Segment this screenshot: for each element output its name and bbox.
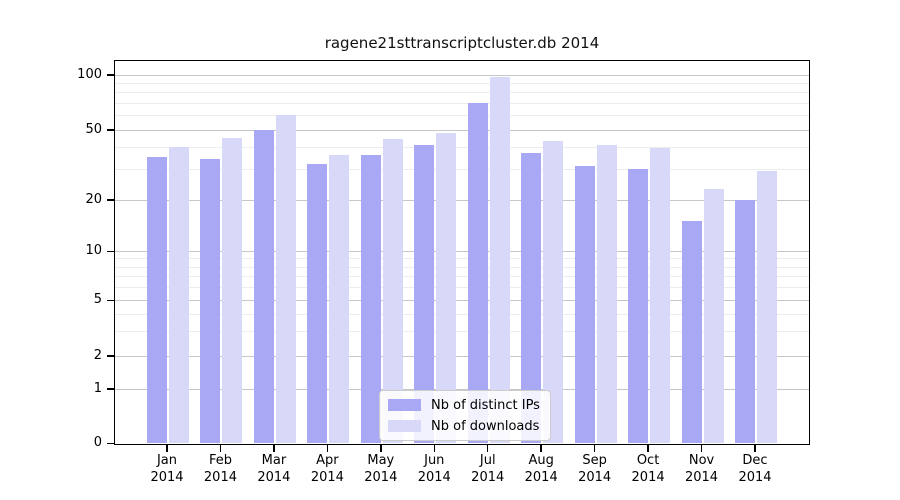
plot-area: Nb of distinct IPs Nb of downloads (114, 60, 810, 445)
minor-gridline (115, 276, 809, 278)
major-gridline (115, 251, 809, 252)
chart-title: ragene21sttranscriptcluster.db 2014 (324, 34, 600, 52)
bar-distinct-ips-oct (628, 168, 649, 443)
minor-gridline (115, 313, 809, 315)
legend-row: Nb of downloads (388, 417, 540, 435)
minor-gridline (115, 115, 809, 117)
major-gridline (115, 388, 809, 390)
bar-downloads-mar (275, 115, 296, 443)
bar-distinct-ips-may (360, 154, 381, 443)
major-gridline (115, 74, 809, 76)
y-axis-tick (107, 299, 114, 301)
minor-gridline (115, 102, 809, 104)
y-axis-label: 50 (85, 121, 102, 137)
minor-gridline (115, 82, 809, 84)
bar-downloads-oct (650, 148, 671, 443)
x-axis-label-apr: Apr 2014 (310, 453, 344, 485)
bar-downloads-jun (436, 132, 457, 443)
minor-gridline (115, 168, 809, 170)
bar-distinct-ips-feb (200, 158, 221, 443)
bar-distinct-ips-sep (574, 166, 595, 443)
y-axis-label: 5 (93, 292, 102, 307)
bar-distinct-ips-jan (147, 156, 167, 443)
bar-downloads-jul (489, 76, 510, 443)
bar-downloads-dec (756, 171, 777, 443)
x-axis-label-sep: Sep 2014 (578, 453, 612, 485)
y-axis-tick (107, 129, 114, 131)
y-axis-label: 20 (85, 191, 102, 207)
x-axis-tick (219, 445, 222, 452)
x-axis-tick (700, 445, 703, 452)
minor-gridline (115, 287, 809, 289)
minor-gridline (115, 258, 809, 260)
legend-label: Nb of downloads (431, 418, 540, 434)
minor-gridline (115, 266, 809, 268)
bar-downloads-jan (169, 146, 189, 443)
bar-distinct-ips-nov (681, 220, 702, 443)
x-axis-label-aug: Aug 2014 (524, 453, 558, 485)
minor-gridline (115, 92, 809, 94)
y-axis-tick (107, 442, 114, 444)
y-axis-label: 100 (77, 66, 102, 82)
distinct-ips-swatch (388, 399, 421, 411)
y-axis-label: 0 (93, 435, 102, 450)
bar-downloads-sep (596, 144, 617, 443)
major-gridline (115, 355, 809, 357)
minor-gridline (115, 146, 809, 148)
legend: Nb of distinct IPs Nb of downloads (379, 390, 551, 441)
x-axis-tick (540, 445, 542, 452)
bar-distinct-ips-aug (521, 152, 542, 443)
x-axis-tick (326, 445, 329, 452)
y-axis-tick (107, 355, 114, 357)
legend-label: Nb of distinct IPs (431, 397, 540, 413)
y-axis-tick (107, 388, 114, 390)
major-gridline (115, 129, 809, 131)
x-axis-label-oct: Oct 2014 (631, 453, 665, 485)
y-axis-label: 10 (85, 243, 102, 258)
x-axis-tick (486, 445, 489, 452)
bar-distinct-ips-dec (734, 199, 755, 443)
bar-distinct-ips-mar (253, 129, 274, 443)
x-axis-tick (647, 445, 649, 452)
y-axis-tick (107, 250, 114, 252)
x-axis-label-feb: Feb 2014 (203, 453, 237, 485)
bar-downloads-apr (329, 154, 350, 443)
major-gridline (115, 199, 809, 201)
x-axis-tick (754, 445, 756, 452)
x-axis-label-jul: Jul 2014 (471, 453, 505, 485)
minor-gridline (115, 330, 809, 332)
bar-distinct-ips-apr (307, 163, 328, 443)
bar-downloads-may (382, 139, 403, 443)
y-axis-label: 1 (93, 380, 102, 396)
x-axis-label-jan: Jan 2014 (150, 453, 184, 485)
x-axis-tick (380, 445, 382, 452)
major-gridline (115, 300, 809, 301)
y-axis-tick (107, 199, 114, 201)
y-axis-label: 2 (93, 347, 102, 363)
downloads-swatch (388, 420, 421, 432)
x-axis-label-may: May 2014 (364, 453, 398, 485)
x-axis-label-jun: Jun 2014 (417, 453, 451, 485)
x-axis-label-nov: Nov 2014 (684, 453, 719, 485)
x-axis-label-mar: Mar 2014 (257, 453, 291, 485)
y-axis-tick (107, 74, 114, 76)
bar-distinct-ips-jul (467, 102, 488, 443)
legend-row: Nb of distinct IPs (388, 396, 540, 414)
x-axis-tick (273, 445, 275, 452)
bar-distinct-ips-jun (414, 144, 435, 443)
x-axis-tick (433, 445, 436, 452)
x-axis-tick (593, 445, 596, 452)
bar-downloads-aug (543, 141, 564, 443)
x-axis-tick (166, 445, 168, 452)
bar-downloads-nov (703, 188, 724, 443)
bar-downloads-feb (222, 137, 243, 443)
x-axis-label-dec: Dec 2014 (738, 453, 772, 485)
